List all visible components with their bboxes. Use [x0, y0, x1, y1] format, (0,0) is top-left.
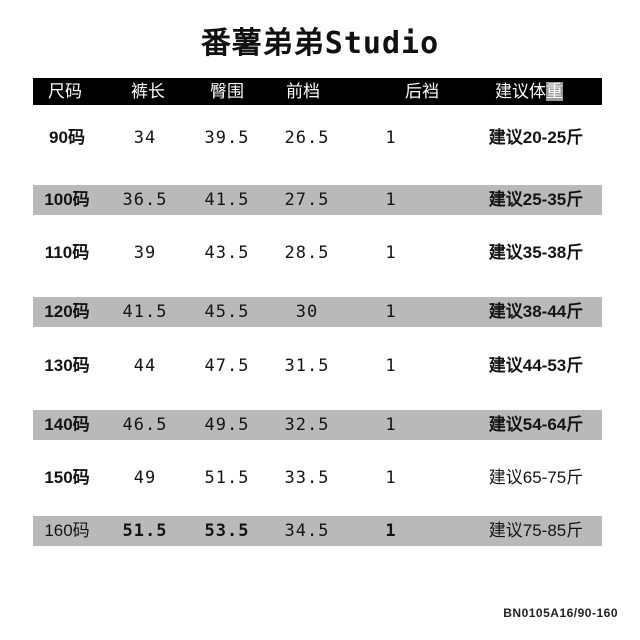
- cell-size: 120码: [44, 302, 90, 321]
- table-row: 130码 44 47.5 31.5 1 建议44-53斤: [33, 351, 602, 381]
- cell-hip: 41.5: [204, 190, 250, 210]
- cell-pants-length: 49: [133, 468, 157, 488]
- table-row: 110码 39 43.5 28.5 1 建议35-38斤: [33, 238, 602, 268]
- table-row: 160码 51.5 53.5 34.5 1 建议75-85斤: [33, 516, 602, 546]
- table-row: 100码 36.5 41.5 27.5 1 建议25-35斤: [33, 185, 602, 215]
- cell-front-rise: 26.5: [284, 128, 330, 148]
- cell-back-rise: 1: [385, 356, 397, 376]
- cell-suggested-weight: 建议75-85斤: [488, 521, 584, 540]
- cell-size: 100码: [44, 190, 90, 209]
- cell-front-rise: 34.5: [284, 521, 330, 541]
- cell-suggested-weight: 建议44-53斤: [488, 356, 584, 375]
- cell-front-rise: 27.5: [284, 190, 330, 210]
- cell-hip: 47.5: [204, 356, 250, 376]
- col-header-hip: 臀围: [210, 82, 244, 101]
- table-row: 120码 41.5 45.5 30 1 建议38-44斤: [33, 297, 602, 327]
- page-title: 番薯弟弟Studio: [200, 26, 440, 61]
- cell-size: 140码: [44, 415, 90, 434]
- cell-back-rise: 1: [385, 128, 397, 148]
- cell-hip: 43.5: [204, 243, 250, 263]
- cell-front-rise: 31.5: [284, 356, 330, 376]
- cell-pants-length: 51.5: [122, 521, 168, 541]
- table-row: 150码 49 51.5 33.5 1 建议65-75斤: [33, 463, 602, 493]
- highlighted-char: 重: [546, 82, 563, 101]
- table-row: 90码 34 39.5 26.5 1 建议20-25斤: [33, 123, 602, 153]
- cell-hip: 53.5: [204, 521, 250, 541]
- col-header-front-rise: 前档: [286, 82, 320, 101]
- col-header-back-rise: 后裆: [405, 82, 439, 101]
- cell-suggested-weight: 建议38-44斤: [488, 302, 584, 321]
- cell-front-rise: 28.5: [284, 243, 330, 263]
- cell-pants-length: 46.5: [122, 415, 168, 435]
- cell-back-rise: 1: [385, 468, 397, 488]
- cell-front-rise: 33.5: [284, 468, 330, 488]
- cell-size: 110码: [44, 243, 90, 262]
- col-header-pants-length: 裤长: [131, 82, 165, 101]
- cell-hip: 49.5: [204, 415, 250, 435]
- cell-size: 90码: [49, 128, 85, 147]
- table-header-row: 尺码 裤长 臀围 前档 后裆 建议体重: [33, 78, 602, 105]
- cell-size: 150码: [44, 468, 90, 487]
- cell-suggested-weight: 建议54-64斤: [488, 415, 584, 434]
- cell-hip: 45.5: [204, 302, 250, 322]
- cell-hip: 39.5: [204, 128, 250, 148]
- cell-size: 160码: [44, 521, 90, 540]
- cell-suggested-weight: 建议20-25斤: [488, 128, 584, 147]
- cell-front-rise: 30: [295, 302, 319, 322]
- cell-back-rise: 1: [385, 415, 397, 435]
- cell-size: 130码: [44, 356, 90, 375]
- cell-pants-length: 34: [133, 128, 157, 148]
- cell-hip: 51.5: [204, 468, 250, 488]
- cell-pants-length: 44: [133, 356, 157, 376]
- cell-front-rise: 32.5: [284, 415, 330, 435]
- table-row: 140码 46.5 49.5 32.5 1 建议54-64斤: [33, 410, 602, 440]
- cell-pants-length: 41.5: [122, 302, 168, 322]
- cell-back-rise: 1: [385, 243, 397, 263]
- cell-suggested-weight: 建议65-75斤: [488, 468, 584, 487]
- cell-pants-length: 39: [133, 243, 157, 263]
- cell-back-rise: 1: [385, 302, 397, 322]
- cell-back-rise: 1: [385, 190, 397, 210]
- col-header-suggested-weight: 建议体重: [495, 82, 563, 101]
- cell-suggested-weight: 建议35-38斤: [488, 243, 584, 262]
- col-header-size: 尺码: [48, 82, 82, 101]
- product-code: BN0105A16/90-160: [503, 606, 618, 620]
- cell-back-rise: 1: [385, 521, 397, 541]
- cell-pants-length: 36.5: [122, 190, 168, 210]
- cell-suggested-weight: 建议25-35斤: [488, 190, 584, 209]
